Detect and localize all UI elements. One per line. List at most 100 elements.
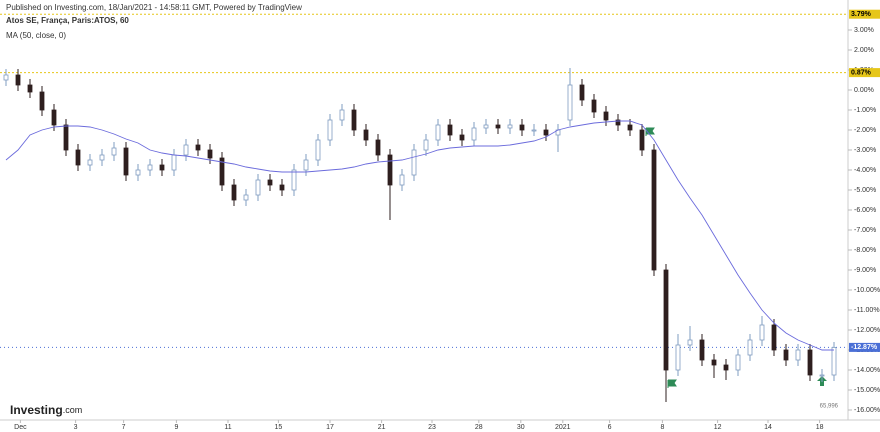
indicator: MA (50, close, 0) <box>6 31 66 40</box>
candle-body <box>747 339 753 356</box>
y-tick-label: 0.00% <box>854 87 874 94</box>
candle-body <box>351 109 357 131</box>
candle-body <box>255 179 261 196</box>
price-label: 3.79% <box>851 11 872 18</box>
x-tick-label: Dec <box>14 424 27 431</box>
x-tick-label: 3 <box>74 424 78 431</box>
candle-body <box>291 169 297 191</box>
price-label: 0.87% <box>851 69 872 76</box>
logo-text: Investing <box>10 403 63 417</box>
y-tick-label: -9.00% <box>854 267 876 274</box>
candle-body <box>831 346 837 376</box>
logo-suffix: .com <box>63 405 83 415</box>
x-tick-label: 21 <box>378 424 386 431</box>
y-tick-label: -12.00% <box>854 327 880 334</box>
x-tick-label: 15 <box>275 424 283 431</box>
candle-body <box>99 154 105 161</box>
candle-body <box>207 149 213 159</box>
candle-body <box>699 339 705 361</box>
candle-body <box>411 149 417 176</box>
candle-body <box>243 194 249 201</box>
candle-body <box>603 111 609 121</box>
published: Published on Investing.com, 18/Jan/2021 … <box>6 3 302 12</box>
candle-body <box>399 174 405 186</box>
x-tick-label: 11 <box>224 424 231 431</box>
candle-body <box>711 359 717 366</box>
candle-body <box>819 374 825 377</box>
price-label: -12.87% <box>851 344 878 351</box>
candle-body <box>111 147 117 156</box>
candle-body <box>27 84 33 93</box>
candle-body <box>15 74 21 86</box>
candle-body <box>507 124 513 129</box>
candle-body <box>627 124 633 131</box>
x-tick-label: 6 <box>608 424 612 431</box>
y-tick-label: 3.00% <box>854 27 874 34</box>
candle-body <box>219 157 225 186</box>
candle-body <box>675 344 681 371</box>
candle-body <box>39 91 45 111</box>
y-tick-label: -14.00% <box>854 367 880 374</box>
y-tick-label: 2.00% <box>854 47 874 54</box>
y-tick-label: -2.00% <box>854 127 876 134</box>
candle-body <box>639 129 645 151</box>
candle-body <box>579 84 585 101</box>
candle-body <box>591 99 597 113</box>
y-tick-label: -10.00% <box>854 287 880 294</box>
candle-body <box>51 109 57 126</box>
x-tick-label: 23 <box>428 424 436 431</box>
volume-label: 65,996 <box>820 404 839 410</box>
candle-body <box>651 149 657 271</box>
candle-body <box>3 74 9 81</box>
price-label-bg <box>849 68 880 78</box>
candle-body <box>147 164 153 171</box>
candle-body <box>267 179 273 186</box>
candle-body <box>519 124 525 131</box>
flag <box>667 379 677 388</box>
x-tick-label: 7 <box>122 424 126 431</box>
x-tick-label: 9 <box>174 424 178 431</box>
candle-body <box>807 349 813 376</box>
candle-body <box>615 119 621 126</box>
candle-body <box>543 129 549 136</box>
candle-body <box>483 124 489 129</box>
candle-body <box>279 184 285 191</box>
y-tick-label: -3.00% <box>854 147 876 154</box>
candle-body <box>315 139 321 161</box>
candle-body <box>183 144 189 156</box>
candle-body <box>723 364 729 371</box>
y-tick-label: -16.00% <box>854 407 880 414</box>
y-tick-label: -11.00% <box>854 307 880 314</box>
candle-body <box>495 124 501 129</box>
candle-body <box>63 124 69 151</box>
y-tick-label: -4.00% <box>854 167 876 174</box>
candle-body <box>783 349 789 361</box>
candle-body <box>375 139 381 156</box>
x-tick-label: 28 <box>475 424 483 431</box>
price-label-bg <box>849 342 880 352</box>
x-tick-label: 8 <box>660 424 664 431</box>
price-label-bg <box>849 9 880 19</box>
logo: Investing.com <box>10 403 82 417</box>
x-tick-label: 18 <box>816 424 824 431</box>
candle-body <box>339 109 345 121</box>
candle-body <box>459 134 465 141</box>
candle-body <box>87 159 93 166</box>
candle-body <box>471 127 477 141</box>
candle-body <box>771 324 777 351</box>
x-tick-label: 14 <box>764 424 772 431</box>
x-tick-label: 17 <box>326 424 334 431</box>
symbol: Atos SE, França, Paris:ATOS, 60 <box>6 16 129 25</box>
candle-body <box>159 164 165 171</box>
candle-body <box>567 84 573 121</box>
x-tick-label: 12 <box>714 424 722 431</box>
candle-body <box>135 169 141 176</box>
candle-body <box>435 124 441 141</box>
candle-body <box>447 124 453 136</box>
candle-body <box>363 129 369 141</box>
candle-body <box>303 159 309 171</box>
candle-body <box>795 349 801 361</box>
y-tick-label: -1.00% <box>854 107 876 114</box>
y-tick-label: -5.00% <box>854 187 876 194</box>
